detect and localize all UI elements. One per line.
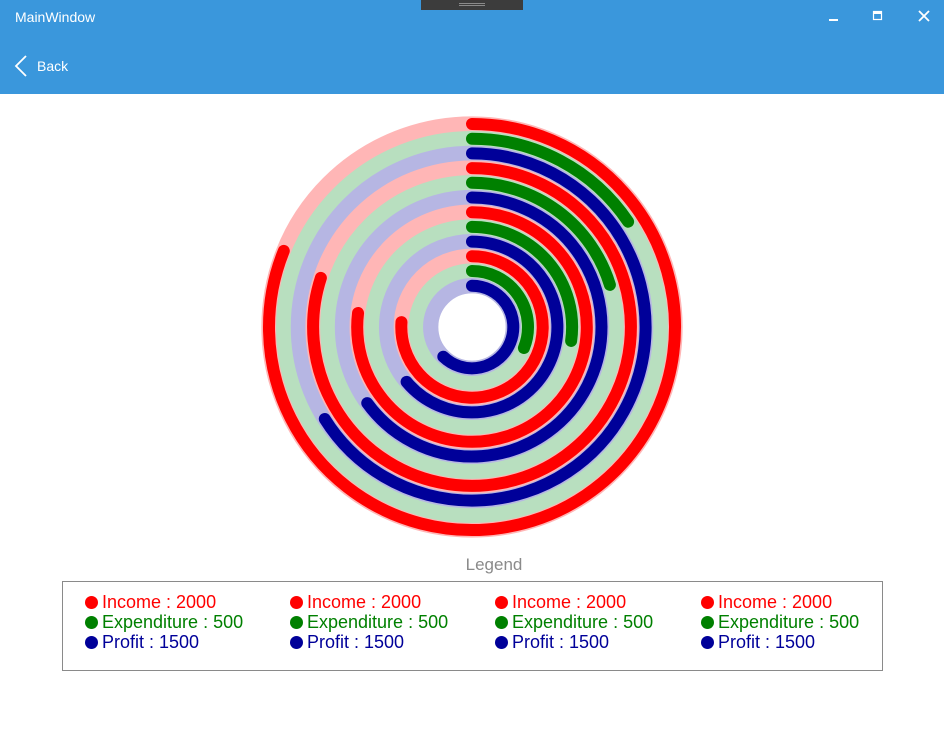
legend-dot-icon (495, 635, 508, 649)
legend-item: Income : 2000 (85, 592, 243, 612)
legend-label: Expenditure : 500 (718, 611, 860, 632)
legend-dot-icon (290, 615, 303, 629)
legend-label: Profit : 1500 (512, 631, 610, 652)
bar-profit[interactable] (361, 191, 608, 463)
legend-label: Income : 2000 (718, 591, 833, 612)
bar-income[interactable] (307, 162, 637, 492)
legend-dot-icon (701, 595, 714, 609)
legend-label: Expenditure : 500 (307, 611, 449, 632)
bar-profit[interactable] (400, 235, 564, 419)
legend-label: Income : 2000 (102, 591, 217, 612)
bar-income[interactable] (351, 206, 593, 448)
close-button[interactable] (906, 3, 942, 29)
legend-dot-icon (495, 615, 508, 629)
legend-item: Profit : 1500 (701, 632, 859, 652)
chevron-left-icon (14, 55, 27, 77)
back-button[interactable]: Back (14, 53, 68, 79)
radial-bar-chart (261, 116, 683, 538)
legend-dot-icon (85, 615, 98, 629)
legend-column: Income : 2000 Expenditure : 500 Profit : 1… (85, 592, 243, 652)
minimize-button[interactable] (816, 3, 852, 29)
legend-label: Expenditure : 500 (102, 611, 244, 632)
legend-label: Profit : 1500 (102, 631, 200, 652)
legend-label: Profit : 1500 (307, 631, 405, 652)
legend-column: Income : 2000 Expenditure : 500 Profit : 1… (701, 592, 859, 652)
legend-dot-icon (495, 595, 508, 609)
legend-dot-icon (290, 635, 303, 649)
bar-profit[interactable] (318, 147, 652, 507)
legend-column: Income : 2000 Expenditure : 500 Profit : 1… (290, 592, 448, 652)
legend-item: Expenditure : 500 (290, 612, 448, 632)
legend-dot-icon (85, 595, 98, 609)
legend-dot-icon (85, 635, 98, 649)
bar-expenditure[interactable] (466, 132, 635, 228)
legend-title: Legend (465, 555, 523, 574)
legend-dot-icon (701, 615, 714, 629)
legend-column: Income : 2000 Expenditure : 500 Profit : 1… (495, 592, 653, 652)
legend-item: Profit : 1500 (290, 632, 448, 652)
legend-item: Expenditure : 500 (85, 612, 243, 632)
drag-handle[interactable] (421, 0, 523, 10)
back-label: Back (37, 58, 69, 74)
grip-icon (459, 3, 485, 6)
legend-label: Income : 2000 (307, 591, 422, 612)
close-icon (918, 10, 930, 22)
title-bar: MainWindow Back (0, 0, 944, 94)
legend-item: Profit : 1500 (85, 632, 243, 652)
legend-item: Expenditure : 500 (701, 612, 859, 632)
minimize-icon (829, 19, 838, 21)
legend-label: Income : 2000 (512, 591, 627, 612)
legend-item: Income : 2000 (701, 592, 859, 612)
legend-item: Income : 2000 (290, 592, 448, 612)
bar-income[interactable] (395, 250, 549, 404)
legend-item: Income : 2000 (495, 592, 653, 612)
legend-dot-icon (701, 635, 714, 649)
legend-item: Profit : 1500 (495, 632, 653, 652)
legend-item: Expenditure : 500 (495, 612, 653, 632)
bar-income[interactable] (263, 118, 681, 536)
legend-label: Expenditure : 500 (512, 611, 654, 632)
bar-expenditure[interactable] (466, 176, 616, 291)
legend-label: Profit : 1500 (718, 631, 816, 652)
maximize-button[interactable] (860, 3, 896, 29)
bar-expenditure[interactable] (466, 265, 534, 354)
maximize-icon (872, 10, 883, 21)
bar-profit[interactable] (437, 279, 520, 375)
legend-dot-icon (290, 595, 303, 609)
legend: Income : 2000 Expenditure : 500 Profit : 1… (62, 581, 883, 671)
window-title: MainWindow (15, 9, 96, 25)
bar-expenditure[interactable] (466, 220, 579, 347)
